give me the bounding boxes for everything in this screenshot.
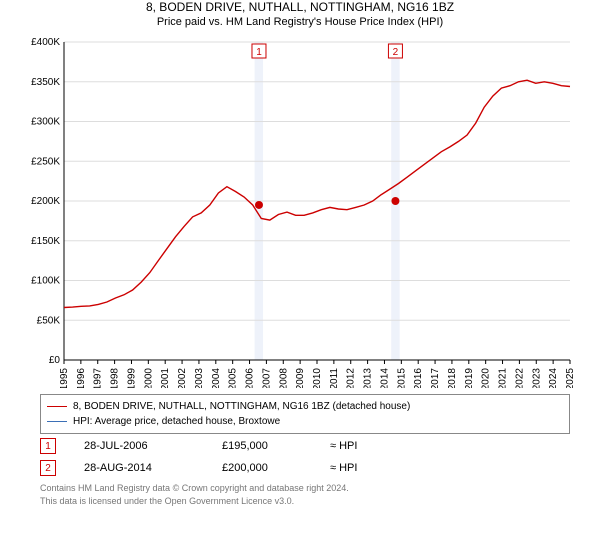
footer-line-1: Contains HM Land Registry data © Crown c… — [40, 482, 570, 495]
ylabel: £0 — [49, 355, 61, 366]
legend-swatch — [47, 421, 67, 422]
xlabel: 1996 — [76, 368, 87, 388]
sale-marker-dot — [391, 197, 399, 205]
xlabel: 2007 — [261, 368, 272, 388]
xlabel: 2018 — [447, 368, 458, 388]
xlabel: 1995 — [59, 368, 70, 388]
legend-label: HPI: Average price, detached house, Brox… — [73, 414, 280, 429]
chart-subtitle: Price paid vs. HM Land Registry's House … — [0, 16, 600, 28]
sale-date: 28-AUG-2014 — [84, 462, 194, 474]
footer-attribution: Contains HM Land Registry data © Crown c… — [40, 482, 570, 507]
xlabel: 2002 — [177, 368, 188, 388]
xlabel: 2025 — [565, 368, 576, 388]
xlabel: 2019 — [464, 368, 475, 388]
sale-marker-num: 1 — [256, 47, 262, 58]
xlabel: 2016 — [413, 368, 424, 388]
legend-label: 8, BODEN DRIVE, NUTHALL, NOTTINGHAM, NG1… — [73, 399, 410, 414]
xlabel: 2005 — [228, 368, 239, 388]
sale-price: £195,000 — [222, 440, 302, 452]
xlabel: 2011 — [329, 368, 340, 388]
xlabel: 2013 — [363, 368, 374, 388]
ylabel: £200K — [31, 196, 60, 207]
sale-row: 2 28-AUG-2014 £200,000 ≈ HPI — [40, 460, 570, 476]
sales-table: 1 28-JUL-2006 £195,000 ≈ HPI 2 28-AUG-2014 £20… — [40, 438, 570, 476]
ylabel: £150K — [31, 236, 60, 247]
ylabel: £400K — [31, 37, 60, 48]
sale-marker-dot — [255, 201, 263, 209]
xlabel: 2020 — [481, 368, 492, 388]
xlabel: 2003 — [194, 368, 205, 388]
xlabel: 2017 — [430, 368, 441, 388]
ylabel: £250K — [31, 156, 60, 167]
xlabel: 2024 — [548, 368, 559, 388]
legend-swatch — [47, 406, 67, 407]
ylabel: £350K — [31, 77, 60, 88]
xlabel: 2015 — [396, 368, 407, 388]
xlabel: 1999 — [126, 368, 137, 388]
footer-line-2: This data is licensed under the Open Gov… — [40, 495, 570, 508]
xlabel: 2012 — [346, 368, 357, 388]
xlabel: 2021 — [498, 368, 509, 388]
sale-row: 1 28-JUL-2006 £195,000 ≈ HPI — [40, 438, 570, 454]
xlabel: 1998 — [110, 368, 121, 388]
ylabel: £300K — [31, 117, 60, 128]
xlabel: 2022 — [514, 368, 525, 388]
xlabel: 2006 — [245, 368, 256, 388]
xlabel: 2000 — [143, 368, 154, 388]
xlabel: 1997 — [93, 368, 104, 388]
chart-title: 8, BODEN DRIVE, NUTHALL, NOTTINGHAM, NG1… — [0, 0, 600, 14]
legend-box: 8, BODEN DRIVE, NUTHALL, NOTTINGHAM, NG1… — [40, 394, 570, 434]
xlabel: 2008 — [278, 368, 289, 388]
xlabel: 2004 — [211, 368, 222, 388]
xlabel: 2014 — [379, 368, 390, 388]
sale-date: 28-JUL-2006 — [84, 440, 194, 452]
title-block: 8, BODEN DRIVE, NUTHALL, NOTTINGHAM, NG1… — [0, 0, 600, 28]
legend-row: 8, BODEN DRIVE, NUTHALL, NOTTINGHAM, NG1… — [47, 399, 563, 414]
xlabel: 2023 — [531, 368, 542, 388]
xlabel: 2001 — [160, 368, 171, 388]
series-red-line — [64, 80, 570, 307]
sale-price: £200,000 — [222, 462, 302, 474]
sale-num-box: 2 — [40, 460, 56, 476]
ylabel: £50K — [37, 315, 61, 326]
ylabel: £100K — [31, 276, 60, 287]
sale-num-box: 1 — [40, 438, 56, 454]
sale-note: ≈ HPI — [330, 440, 357, 452]
legend-row: HPI: Average price, detached house, Brox… — [47, 414, 563, 429]
xlabel: 2010 — [312, 368, 323, 388]
sale-marker-num: 2 — [393, 47, 399, 58]
xlabel: 2009 — [295, 368, 306, 388]
sale-note: ≈ HPI — [330, 462, 357, 474]
price-chart: £0 £50K £100K £150K £200K £250K £300K £350K £400… — [0, 28, 600, 388]
